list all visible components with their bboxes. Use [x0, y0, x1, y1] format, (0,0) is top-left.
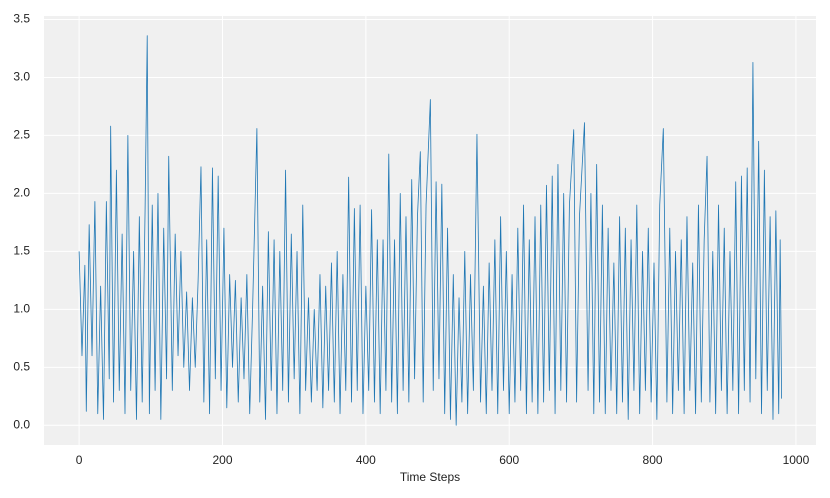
x-tick-label: 400 [356, 453, 376, 467]
y-tick-label: 3.0 [13, 70, 30, 84]
x-tick-label: 800 [643, 453, 663, 467]
y-tick-label: 0.0 [13, 417, 30, 431]
y-tick-label: 2.0 [13, 186, 30, 200]
plot-area [44, 16, 816, 445]
x-axis-label: Time Steps [400, 470, 460, 484]
y-tick-label: 3.5 [13, 12, 30, 26]
data-line [78, 35, 782, 426]
x-tick-label: 200 [212, 453, 232, 467]
y-tick-label: 1.5 [13, 244, 30, 258]
x-tick-label: 600 [499, 453, 519, 467]
y-tick-label: 0.5 [13, 359, 30, 373]
x-tick-label: 1000 [783, 453, 810, 467]
x-tick-label: 0 [76, 453, 83, 467]
y-tick-label: 1.0 [13, 302, 30, 316]
y-tick-label: 2.5 [13, 128, 30, 142]
